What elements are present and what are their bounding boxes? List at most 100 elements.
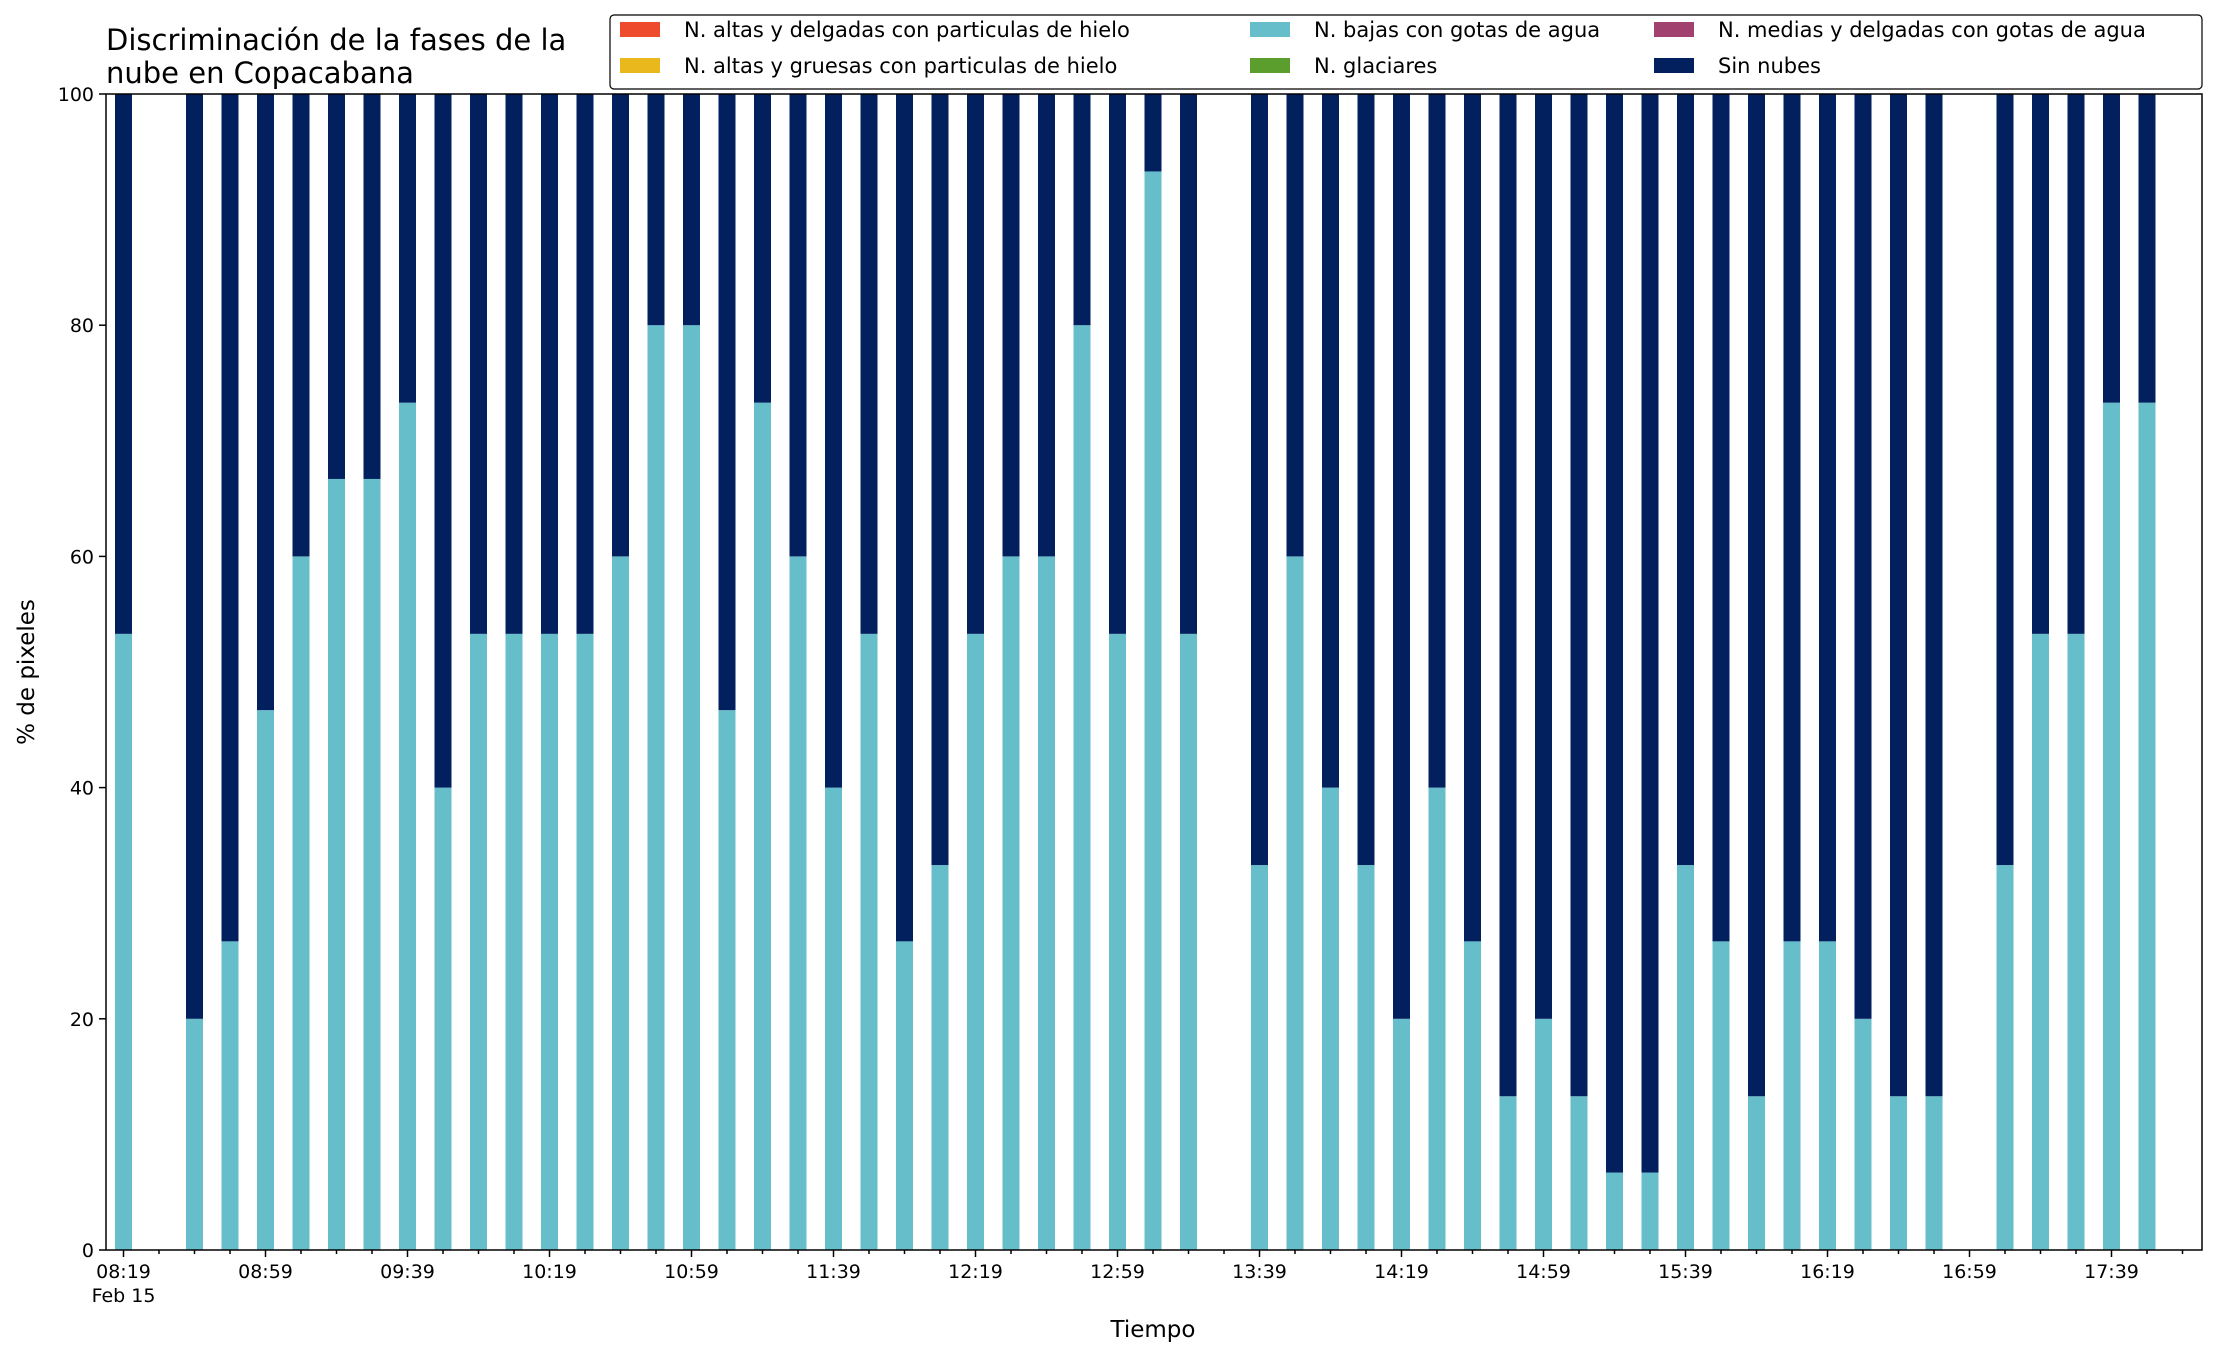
- legend-swatch-4: [1654, 22, 1694, 37]
- bar-segment-2-46: [1748, 1096, 1765, 1250]
- x-date-label: Feb 15: [92, 1285, 156, 1307]
- bar-segment-5-30: [1180, 94, 1197, 634]
- legend-swatch-2: [1250, 22, 1290, 37]
- bar-segment-5-49: [1854, 94, 1872, 1019]
- bar-segment-2-15: [647, 325, 665, 1250]
- bar-segment-2-50: [1890, 1096, 1907, 1250]
- x-tick-label-13: 16:59: [1942, 1261, 1997, 1283]
- bar-segment-2-45: [1712, 941, 1730, 1250]
- x-tick-label-0: 08:19: [96, 1261, 151, 1283]
- bar-segment-2-0: [115, 633, 132, 1250]
- bars-layer: [115, 94, 2156, 1251]
- bar-segment-2-20: [825, 787, 842, 1250]
- bar-segment-5-11: [505, 94, 523, 634]
- bar-segment-2-27: [1073, 325, 1091, 1250]
- legend: N. altas y delgadas con particulas de hi…: [609, 14, 2203, 90]
- bar-segment-2-56: [2103, 402, 2120, 1250]
- bar-segment-2-53: [1996, 865, 2014, 1250]
- bar-segment-5-18: [754, 94, 771, 403]
- bar-segment-2-18: [754, 402, 771, 1250]
- bar-segment-5-50: [1890, 94, 1907, 1097]
- bar-segment-5-56: [2103, 94, 2120, 403]
- bar-segment-5-34: [1322, 94, 1339, 788]
- bar-segment-2-33: [1286, 556, 1304, 1250]
- bar-segment-2-13: [576, 633, 594, 1250]
- x-tick-label-5: 11:39: [806, 1261, 861, 1283]
- bar-segment-2-49: [1854, 1018, 1872, 1250]
- x-tick-label-7: 12:59: [1090, 1261, 1145, 1283]
- x-tick-label-1: 08:59: [238, 1261, 293, 1283]
- bar-segment-2-43: [1641, 1172, 1659, 1250]
- bar-segment-2-12: [541, 633, 558, 1250]
- bar-segment-5-21: [860, 94, 878, 634]
- bar-segment-5-39: [1499, 94, 1517, 1097]
- bar-segment-5-44: [1677, 94, 1694, 866]
- bar-segment-5-13: [576, 94, 594, 634]
- bar-segment-5-7: [363, 94, 381, 479]
- bar-segment-5-26: [1038, 94, 1055, 557]
- bar-segment-5-22: [896, 94, 913, 942]
- legend-label-5: Sin nubes: [1718, 54, 1821, 78]
- bar-segment-2-24: [967, 633, 984, 1250]
- bar-segment-5-23: [931, 94, 949, 866]
- y-axis: 0 20 40 60 80 100: [58, 84, 106, 1262]
- x-tick-label-3: 10:19: [522, 1261, 577, 1283]
- legend-swatch-0: [620, 22, 660, 37]
- bar-segment-5-15: [647, 94, 665, 326]
- legend-label-0: N. altas y delgadas con particulas de hi…: [684, 18, 1130, 42]
- bar-segment-2-47: [1783, 941, 1801, 1250]
- bar-segment-2-11: [505, 633, 523, 1250]
- y-tick-label-3: 60: [70, 546, 94, 568]
- bar-segment-5-51: [1925, 94, 1943, 1097]
- legend-swatch-3: [1250, 58, 1290, 73]
- bar-segment-5-28: [1109, 94, 1126, 634]
- x-axis-title: Tiempo: [1110, 1317, 1196, 1343]
- x-tick-label-4: 10:59: [664, 1261, 719, 1283]
- bar-segment-2-19: [789, 556, 807, 1250]
- bar-segment-5-38: [1464, 94, 1481, 942]
- bar-segment-2-10: [470, 633, 487, 1250]
- bar-segment-5-20: [825, 94, 842, 788]
- bar-segment-2-35: [1357, 865, 1375, 1250]
- bar-segment-5-57: [2138, 94, 2156, 403]
- x-tick-label-2: 09:39: [380, 1261, 435, 1283]
- bar-segment-2-54: [2032, 633, 2049, 1250]
- bar-segment-5-43: [1641, 94, 1659, 1173]
- bar-segment-5-48: [1819, 94, 1836, 942]
- x-axis: 08:19 08:59 09:39 10:19 10:59 11:39 12:19 12:59…: [92, 1250, 2184, 1307]
- bar-segment-2-3: [221, 941, 239, 1250]
- bar-segment-2-37: [1428, 787, 1446, 1250]
- y-tick-label-5: 100: [58, 84, 94, 106]
- bar-segment-5-42: [1606, 94, 1623, 1173]
- x-tick-label-12: 16:19: [1800, 1261, 1855, 1283]
- legend-label-1: N. altas y gruesas con particulas de hie…: [684, 54, 1117, 78]
- bar-segment-2-25: [1002, 556, 1020, 1250]
- bar-segment-5-37: [1428, 94, 1446, 788]
- y-tick-label-0: 0: [82, 1240, 94, 1262]
- bar-segment-2-8: [399, 402, 416, 1250]
- bar-segment-5-0: [115, 94, 132, 634]
- x-tick-label-11: 15:39: [1658, 1261, 1713, 1283]
- bar-segment-5-35: [1357, 94, 1375, 866]
- bar-segment-5-29: [1144, 94, 1162, 172]
- bar-segment-5-25: [1002, 94, 1020, 557]
- bar-segment-5-45: [1712, 94, 1730, 942]
- x-tick-label-8: 13:39: [1232, 1261, 1287, 1283]
- bar-segment-2-17: [718, 710, 736, 1250]
- y-tick-label-1: 20: [70, 1009, 94, 1031]
- bar-segment-2-4: [257, 710, 274, 1250]
- bar-segment-2-28: [1109, 633, 1126, 1250]
- bar-segment-2-7: [363, 478, 381, 1250]
- bar-segment-5-53: [1996, 94, 2014, 866]
- bar-segment-2-21: [860, 633, 878, 1250]
- legend-swatch-1: [620, 58, 660, 73]
- bar-segment-5-47: [1783, 94, 1801, 942]
- bar-segment-2-36: [1393, 1018, 1410, 1250]
- bar-segment-2-38: [1464, 941, 1481, 1250]
- bar-segment-5-36: [1393, 94, 1410, 1019]
- bar-segment-5-24: [967, 94, 984, 634]
- bar-segment-2-42: [1606, 1172, 1623, 1250]
- bar-segment-2-16: [683, 325, 700, 1250]
- bar-segment-5-12: [541, 94, 558, 634]
